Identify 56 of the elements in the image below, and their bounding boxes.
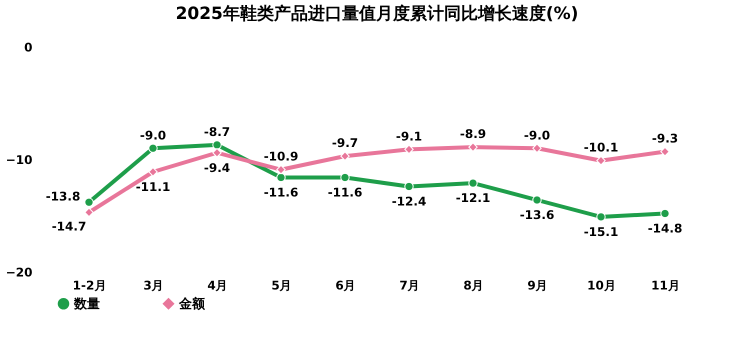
y-tick-label: 0 — [24, 40, 32, 54]
point — [340, 151, 350, 161]
data-label: -11.1 — [136, 180, 170, 194]
x-tick-label: 7月 — [399, 278, 420, 292]
point — [212, 148, 222, 158]
data-label: -9.0 — [140, 128, 166, 142]
point — [532, 144, 542, 153]
point — [84, 208, 94, 218]
point — [468, 142, 478, 152]
data-label: -9.4 — [204, 160, 230, 175]
data-label: -15.1 — [584, 224, 618, 239]
data-label: -10.9 — [264, 150, 298, 164]
point — [276, 172, 286, 182]
point — [148, 167, 158, 177]
data-label: -9.1 — [396, 129, 422, 144]
x-tick-label: 1-2月 — [72, 278, 106, 292]
point — [660, 146, 670, 156]
x-tick-label: 6月 — [335, 278, 356, 292]
data-label: -12.1 — [456, 191, 490, 206]
data-label: -8.9 — [460, 127, 486, 142]
x-tick-label: 3月 — [143, 278, 164, 292]
point — [532, 195, 542, 205]
point — [596, 156, 606, 166]
legend-label: 数量 — [73, 296, 100, 312]
point — [212, 140, 222, 150]
x-tick-label: 11月 — [651, 278, 680, 292]
chart-title: 2025年鞋类产品进口量值月度累计同比增长速度(%) — [176, 4, 578, 24]
point — [468, 178, 478, 188]
point — [404, 144, 414, 154]
data-label: -10.1 — [584, 140, 618, 155]
point — [596, 212, 606, 222]
point — [404, 182, 414, 192]
point — [660, 208, 670, 218]
y-tick-label: −10 — [6, 153, 32, 167]
data-label: -12.4 — [392, 194, 426, 208]
x-tick-label: 4月 — [207, 278, 228, 292]
data-label: -11.6 — [264, 186, 298, 200]
data-label: -11.6 — [328, 186, 362, 200]
data-label: -14.7 — [52, 219, 86, 234]
legend-label: 金额 — [178, 296, 206, 312]
point — [276, 164, 286, 174]
x-tick-label: 8月 — [463, 278, 484, 292]
data-label: -13.6 — [520, 208, 554, 222]
data-label: -9.7 — [332, 136, 358, 150]
y-tick-label: −20 — [6, 266, 32, 280]
x-tick-label: 5月 — [271, 278, 292, 292]
point — [148, 144, 158, 153]
point — [84, 198, 94, 207]
x-tick-label: 10月 — [587, 278, 616, 292]
point — [340, 172, 350, 182]
data-label: -13.8 — [46, 189, 80, 204]
data-label: -9.3 — [652, 132, 678, 146]
x-tick-label: 9月 — [527, 278, 548, 292]
data-label: -9.0 — [524, 128, 550, 142]
data-label: -8.7 — [204, 124, 230, 139]
data-label: -14.8 — [648, 222, 682, 236]
